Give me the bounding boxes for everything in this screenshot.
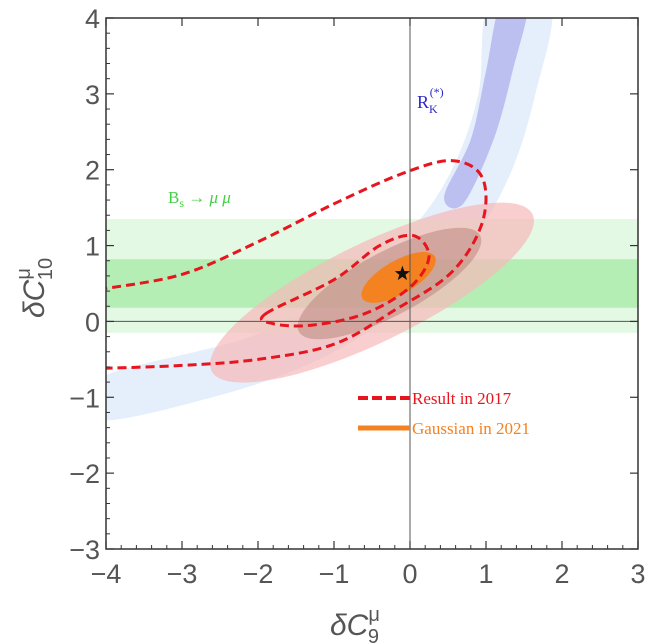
x-tick-label: 2 <box>554 559 569 589</box>
x-tick-label: −2 <box>243 559 274 589</box>
axis-ticks <box>105 17 639 550</box>
result-2017-outer-contour <box>106 159 488 370</box>
y-tick-label: 2 <box>85 156 100 186</box>
x-tick-label: 0 <box>402 559 417 589</box>
legend: Result in 2017 Gaussian in 2021 <box>358 389 530 438</box>
y-tick-label: 3 <box>85 80 100 110</box>
x-tick-label: 3 <box>630 559 645 589</box>
x-tick-label: −3 <box>167 559 198 589</box>
x-tick-label: −1 <box>319 559 350 589</box>
x-axis-title: δCμ 9 <box>330 604 380 643</box>
y-tick-label: 1 <box>85 232 100 262</box>
rk-band-label: RK(*) <box>417 85 444 116</box>
x-tick-label: −4 <box>91 559 122 589</box>
y-tick-label: −3 <box>69 535 100 565</box>
legend-item-2017: Result in 2017 <box>412 389 512 408</box>
y-tick-label: 0 <box>85 307 100 337</box>
best-fit-star <box>394 265 410 281</box>
y-axis-title: δCμ10 <box>13 258 57 318</box>
result-2017-inner-contour <box>259 233 431 328</box>
y-tick-label: −2 <box>69 459 100 489</box>
legend-item-2021: Gaussian in 2021 <box>412 419 530 438</box>
bs-band-label: Bs → μ μ <box>168 188 231 210</box>
x-tick-label: 1 <box>478 559 493 589</box>
plot-frame <box>105 17 639 550</box>
y-tick-label: −1 <box>69 383 100 413</box>
y-tick-label: 4 <box>85 4 100 34</box>
rk-band-inner <box>444 18 527 209</box>
